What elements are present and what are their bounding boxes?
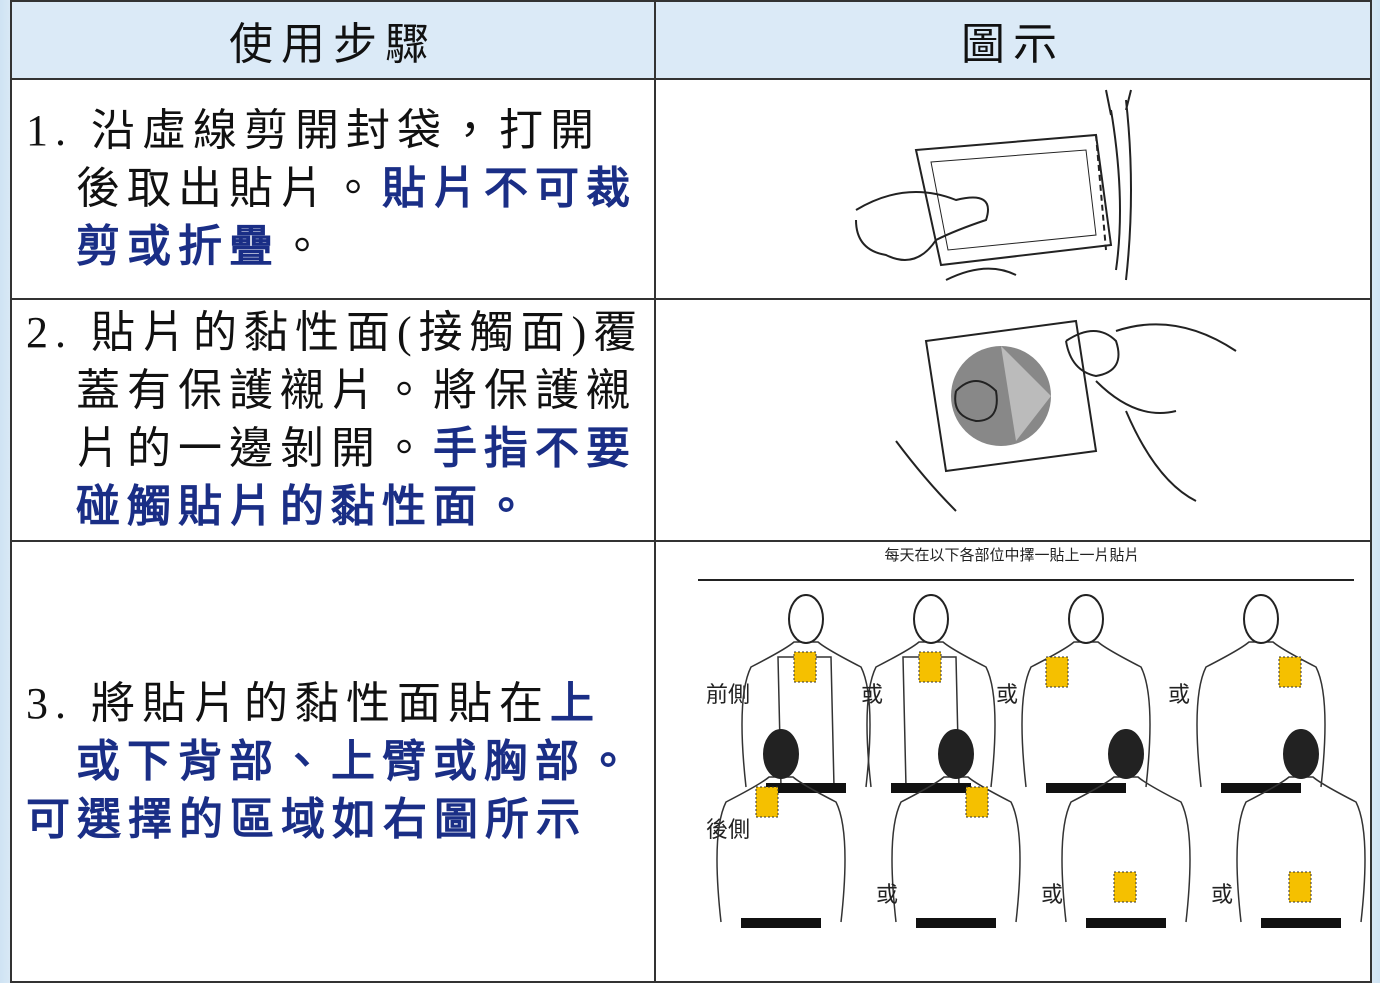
- connector: 或: [996, 683, 1018, 708]
- step-text: 上或下背部、上臂或胸部。: [76, 678, 637, 786]
- waistband: [1221, 783, 1301, 793]
- waistband: [766, 783, 846, 793]
- step-text: 。: [280, 222, 331, 271]
- row: 1. 沿虛線剪開封袋，打開後取出貼片。貼片不可裁剪或折疊。: [10, 78, 1372, 300]
- patch: [1288, 871, 1312, 903]
- step-text: 3. 將貼片的黏性面貼在: [26, 678, 550, 728]
- step-cell: 2. 貼片的黏性面(接觸面)覆蓋有保護襯片。將保護襯片的一邊剝開。手指不要碰觸貼…: [10, 298, 656, 542]
- patch: [755, 786, 779, 818]
- head: [938, 729, 974, 779]
- body-outline: [891, 776, 1021, 923]
- header-row: 使用步驟 圖示: [10, 0, 1372, 80]
- connector: 或: [876, 883, 898, 908]
- waistband: [891, 783, 971, 793]
- head: [1243, 594, 1279, 644]
- step-text: 1. 沿虛線剪開封袋，打開後取出貼片。: [26, 106, 601, 213]
- step-text: 可選擇的區域如右圖所示: [26, 794, 587, 844]
- patch: [793, 651, 817, 683]
- head: [1108, 729, 1144, 779]
- connector: 或: [1168, 683, 1190, 708]
- illustration-peel: [895, 319, 1237, 512]
- row: 2. 貼片的黏性面(接觸面)覆蓋有保護襯片。將保護襯片的一邊剝開。手指不要碰觸貼…: [10, 298, 1372, 542]
- header-cell: 圖示: [654, 0, 1372, 80]
- figure-cell: 每天在以下各部位中擇一貼上一片貼片 前側 後側 或或或或或或: [654, 540, 1372, 983]
- step-cell: 1. 沿虛線剪開封袋，打開後取出貼片。貼片不可裁剪或折疊。: [10, 78, 656, 300]
- step-text: 貼片不可裁剪或折疊: [76, 164, 637, 271]
- step-cell: 3. 將貼片的黏性面貼在上或下背部、上臂或胸部。可選擇的區域如右圖所示: [10, 540, 656, 983]
- body-outline: [716, 776, 846, 923]
- head: [763, 729, 799, 779]
- application-sites: 每天在以下各部位中擇一貼上一片貼片 前側 後側 或或或或或或: [698, 546, 1366, 928]
- steps-table: 使用步驟 圖示 1. 沿虛線剪開封袋，打開後取出貼片。貼片不可裁剪或折疊。 2.…: [10, 0, 1372, 983]
- waistband: [1086, 918, 1166, 928]
- waistband: [1261, 918, 1341, 928]
- patch: [918, 651, 942, 683]
- patch: [1278, 656, 1302, 688]
- row: 3. 將貼片的黏性面貼在上或下背部、上臂或胸部。可選擇的區域如右圖所示 每天在以…: [10, 540, 1372, 983]
- connector: 或: [861, 683, 883, 708]
- patch: [1113, 871, 1137, 903]
- patch: [965, 786, 989, 818]
- header-cell: 使用步驟: [10, 0, 656, 80]
- connector: 或: [1041, 883, 1063, 908]
- caption: 每天在以下各部位中擇一貼上一片貼片: [884, 546, 1139, 564]
- illustration-cut: [855, 89, 1132, 281]
- head: [1068, 594, 1104, 644]
- back-label: 後側: [706, 818, 750, 843]
- waistband: [741, 918, 821, 928]
- patch: [1045, 656, 1069, 688]
- step-text: 手指不要碰觸貼片的黏性面。: [76, 424, 637, 531]
- connector: 或: [1211, 883, 1233, 908]
- head: [788, 594, 824, 644]
- waistband: [916, 918, 996, 928]
- waistband: [1046, 783, 1126, 793]
- figure-cell: [654, 298, 1372, 542]
- head: [1283, 729, 1319, 779]
- step-text: 2. 貼片的黏性面(接觸面)覆蓋有保護襯片。將保護襯片的一邊剝開。: [26, 308, 645, 473]
- figure-cell: [654, 78, 1372, 300]
- head: [913, 594, 949, 644]
